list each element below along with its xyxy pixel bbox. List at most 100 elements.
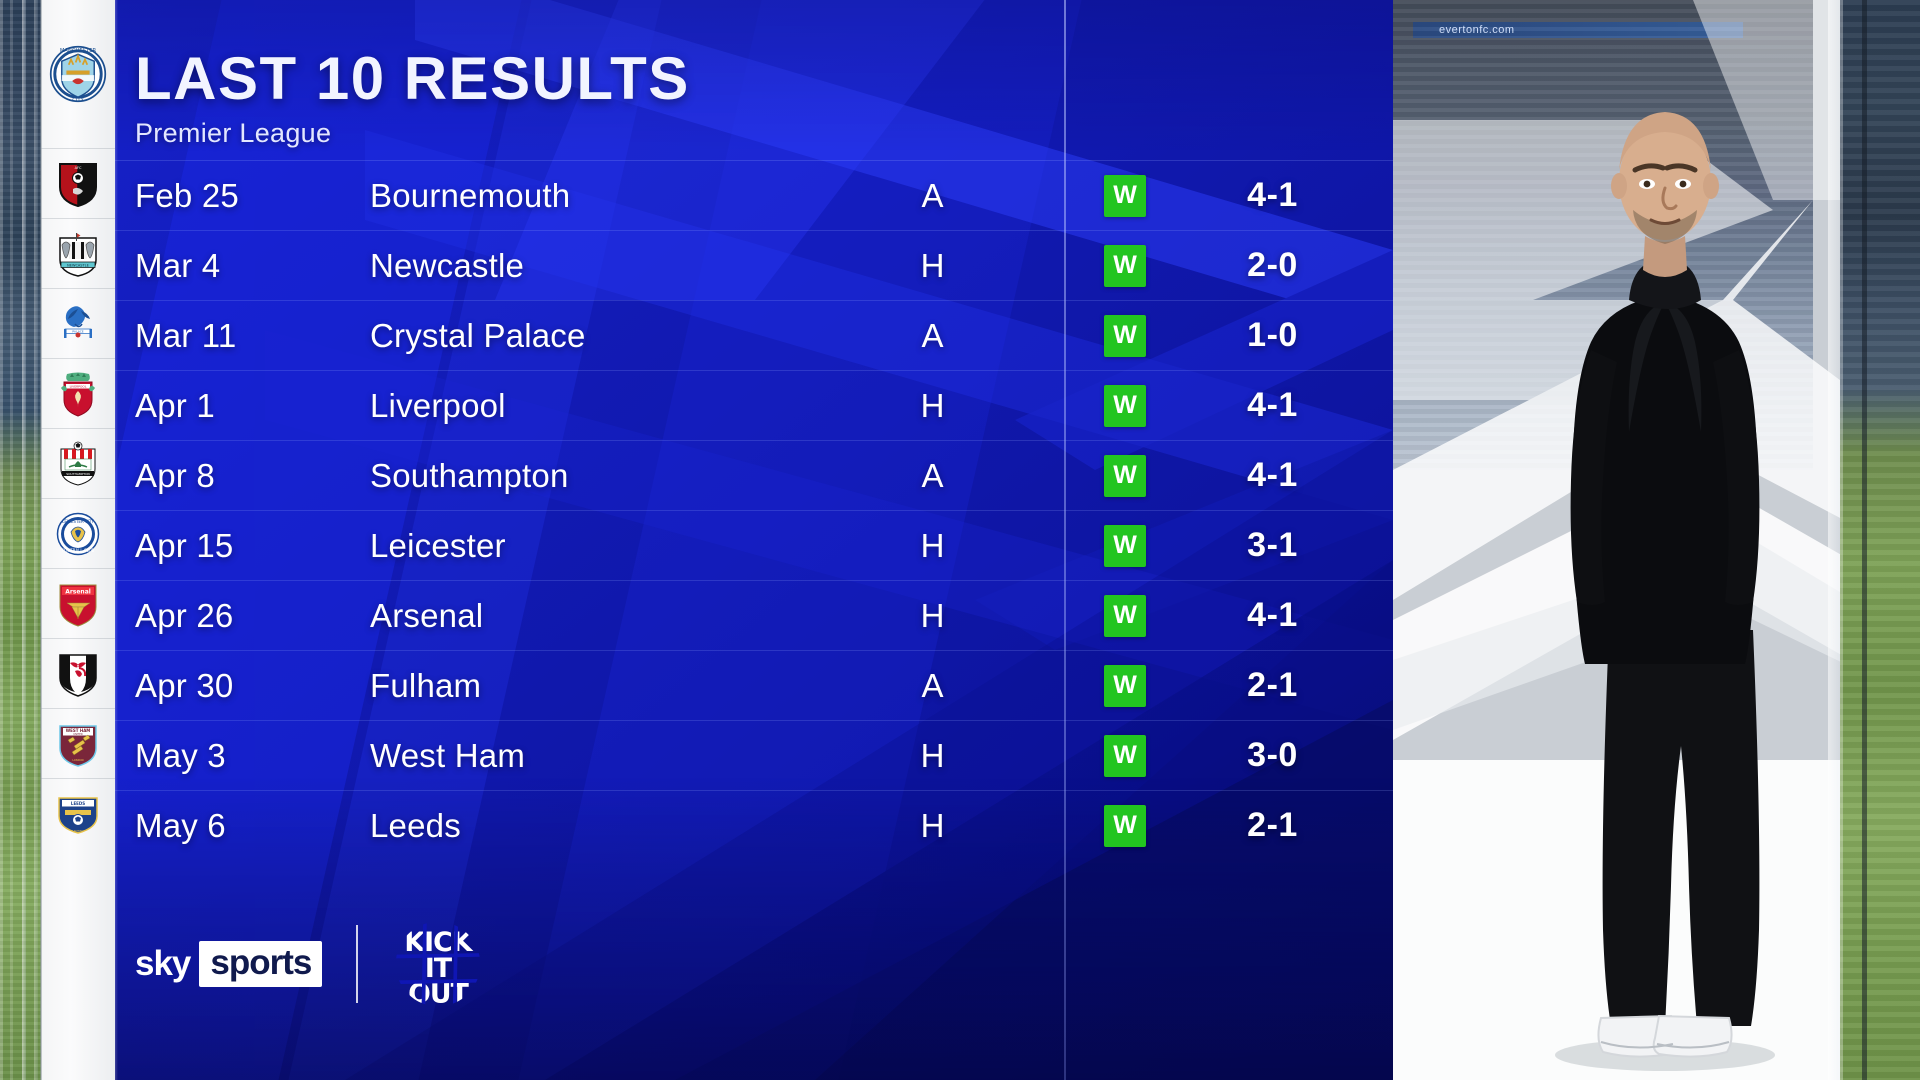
- table-row: Apr 30 Fulham A W 2-1: [115, 650, 1393, 720]
- result-date: Apr 26: [135, 596, 234, 634]
- result-badge-cell: W: [1065, 524, 1185, 567]
- result-badge-cell: W: [1065, 664, 1185, 707]
- result-date: May 3: [135, 736, 226, 774]
- stadium-backdrop-right: [1840, 0, 1920, 1080]
- result-date: May 6: [135, 806, 226, 844]
- results-panel: LAST 10 RESULTS Premier League Feb 25 Bou…: [115, 0, 1393, 1080]
- table-row: Mar 11 Crystal Palace A W 1-0: [115, 300, 1393, 370]
- table-row: May 6 Leeds H W 2-1: [115, 790, 1393, 860]
- svg-text:NEWCASTLE: NEWCASTLE: [67, 263, 89, 267]
- crest-crystal-palace: PALACE: [41, 288, 115, 358]
- venue-indicator: H: [920, 246, 945, 284]
- result-badge-cell: W: [1065, 594, 1185, 637]
- opponent-name: Leeds: [370, 806, 461, 844]
- svg-text:AFC: AFC: [75, 166, 82, 170]
- result-date: Mar 11: [135, 316, 237, 354]
- crest-arsenal: Arsenal: [41, 568, 115, 638]
- result-badge-cell: W: [1065, 244, 1185, 287]
- table-row: Apr 1 Liverpool H W 4-1: [115, 370, 1393, 440]
- win-badge: W: [1104, 804, 1146, 847]
- logo-separator: [356, 925, 359, 1003]
- opponent-name: Newcastle: [370, 246, 525, 284]
- sky-sports-logo: sky sports: [135, 941, 323, 987]
- table-row: Apr 26 Arsenal H W 4-1: [115, 580, 1393, 650]
- opponent-name: Bournemouth: [370, 176, 571, 214]
- result-date: Apr 15: [135, 526, 234, 564]
- kick-it-out-logo: KICK IT OUT: [392, 918, 484, 1010]
- crest-newcastle: NEWCASTLE: [41, 218, 115, 288]
- svg-text:CITY: CITY: [72, 97, 84, 103]
- win-badge: W: [1104, 734, 1146, 777]
- result-badge-cell: W: [1065, 804, 1185, 847]
- page-subtitle: Premier League: [135, 118, 332, 149]
- header: LAST 10 RESULTS Premier League: [135, 48, 1035, 149]
- win-badge: W: [1104, 524, 1146, 567]
- win-badge: W: [1104, 314, 1146, 357]
- venue-indicator: A: [921, 456, 944, 494]
- glass-pane: [1828, 0, 1842, 1080]
- svg-text:UNITED: UNITED: [72, 829, 84, 833]
- team-crest-rail: MANCHESTER CITY AFC: [41, 0, 115, 1080]
- venue-indicator: A: [921, 666, 944, 704]
- final-score: 1-0: [1247, 316, 1298, 354]
- win-badge: W: [1104, 454, 1146, 497]
- result-badge-cell: W: [1065, 734, 1185, 777]
- crest-liverpool: LIVERPOOL: [41, 358, 115, 428]
- svg-text:LEICESTER CITY: LEICESTER CITY: [62, 519, 94, 524]
- svg-text:MANCHESTER: MANCHESTER: [60, 48, 97, 54]
- svg-text:LEEDS: LEEDS: [71, 801, 85, 806]
- win-badge: W: [1104, 384, 1146, 427]
- venue-indicator: H: [920, 596, 945, 634]
- final-score: 2-1: [1247, 806, 1298, 844]
- opponent-name: Southampton: [370, 456, 569, 494]
- final-score: 3-0: [1247, 736, 1298, 774]
- final-score: 4-1: [1247, 176, 1298, 214]
- opponent-name: Leicester: [370, 526, 506, 564]
- venue-indicator: A: [921, 316, 944, 354]
- opponent-name: Arsenal: [370, 596, 484, 634]
- panel-left-edge: [115, 0, 118, 1080]
- venue-indicator: H: [920, 806, 945, 844]
- sky-wordmark: sky: [135, 944, 191, 983]
- svg-text:IT: IT: [425, 953, 453, 984]
- manager-image-panel: evertonfc.com: [1393, 0, 1920, 1080]
- venue-indicator: H: [920, 386, 945, 424]
- table-row: Apr 8 Southampton A W 4-1: [115, 440, 1393, 510]
- opponent-name: West Ham: [370, 736, 526, 774]
- svg-text:LONDON: LONDON: [73, 758, 84, 762]
- final-score: 4-1: [1247, 456, 1298, 494]
- manager-figure: [1483, 70, 1843, 1080]
- svg-text:Arsenal: Arsenal: [65, 588, 91, 595]
- final-score: 3-1: [1247, 526, 1298, 564]
- crest-leicester: LEICESTER CITY FOOTBALL CLUB: [41, 498, 115, 568]
- result-date: Apr 1: [135, 386, 215, 424]
- result-badge-cell: W: [1065, 174, 1185, 217]
- table-row: Apr 15 Leicester H W 3-1: [115, 510, 1393, 580]
- venue-indicator: H: [920, 526, 945, 564]
- result-date: Mar 4: [135, 246, 221, 284]
- svg-text:LIVERPOOL: LIVERPOOL: [70, 384, 87, 388]
- page-title: LAST 10 RESULTS: [135, 45, 690, 112]
- sports-wordmark: sports: [199, 941, 323, 987]
- crest-southampton: SOUTHAMPTON: [41, 428, 115, 498]
- final-score: 4-1: [1247, 596, 1298, 634]
- win-badge: W: [1104, 594, 1146, 637]
- venue-indicator: A: [921, 176, 944, 214]
- crest-bournemouth: AFC: [41, 148, 115, 218]
- final-score: 2-1: [1247, 666, 1298, 704]
- svg-text:KICK: KICK: [405, 927, 474, 958]
- win-badge: W: [1104, 174, 1146, 217]
- result-date: Feb 25: [135, 176, 239, 214]
- win-badge: W: [1104, 664, 1146, 707]
- final-score: 4-1: [1247, 386, 1298, 424]
- table-row: Mar 4 Newcastle H W 2-0: [115, 230, 1393, 300]
- opponent-name: Crystal Palace: [370, 316, 586, 354]
- result-date: Apr 30: [135, 666, 234, 704]
- svg-text:WEST HAM: WEST HAM: [66, 728, 91, 733]
- result-badge-cell: W: [1065, 384, 1185, 427]
- footer-logos: sky sports KICK IT OUT: [135, 918, 484, 1010]
- crest-fulham: [41, 638, 115, 708]
- result-badge-cell: W: [1065, 454, 1185, 497]
- svg-text:FOOTBALL CLUB: FOOTBALL CLUB: [62, 548, 95, 553]
